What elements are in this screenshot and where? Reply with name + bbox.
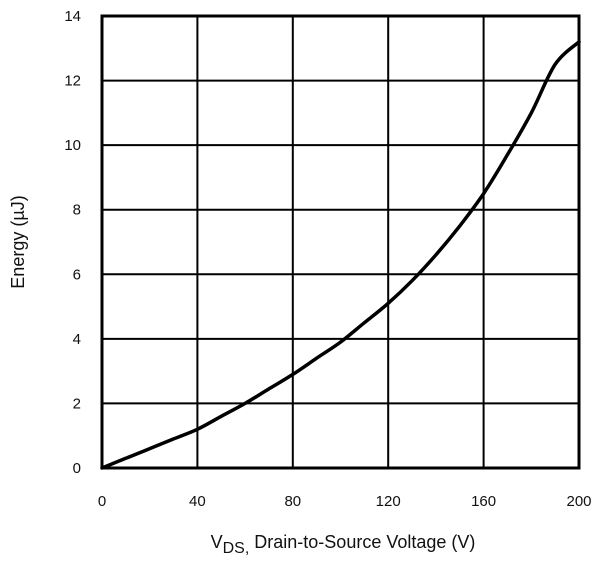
y-tick-label: 4 (73, 331, 81, 348)
x-tick-label: 40 (189, 493, 206, 510)
y-tick-label: 2 (73, 395, 81, 412)
x-axis-title: VDS, Drain-to-Source Voltage (V) (211, 532, 476, 557)
x-tick-label: 120 (376, 493, 401, 510)
x-tick-label: 80 (284, 493, 301, 510)
grid (101, 15, 580, 469)
y-tick-label: 0 (73, 460, 81, 477)
x-tick-labels: 0 40 80 120 160 200 (98, 493, 592, 510)
x-tick-label: 0 (98, 493, 106, 510)
x-tick-label: 200 (566, 493, 591, 510)
y-tick-label: 6 (73, 266, 81, 283)
x-axis-title-subscript: DS, (223, 540, 250, 557)
y-tick-label: 12 (64, 73, 81, 90)
x-tick-label: 160 (471, 493, 496, 510)
y-tick-label: 10 (64, 137, 81, 154)
y-axis-title: Energy (µJ) (8, 195, 28, 288)
y-tick-labels: 0 2 4 6 8 10 12 14 (64, 8, 81, 477)
y-tick-label: 8 (73, 202, 81, 219)
y-tick-label: 14 (64, 8, 81, 25)
energy-curve (100, 40, 581, 470)
plot-frame (100, 14, 581, 470)
x-axis-title-rest: Drain-to-Source Voltage (V) (249, 532, 475, 552)
x-axis-title-main: V (211, 532, 223, 552)
